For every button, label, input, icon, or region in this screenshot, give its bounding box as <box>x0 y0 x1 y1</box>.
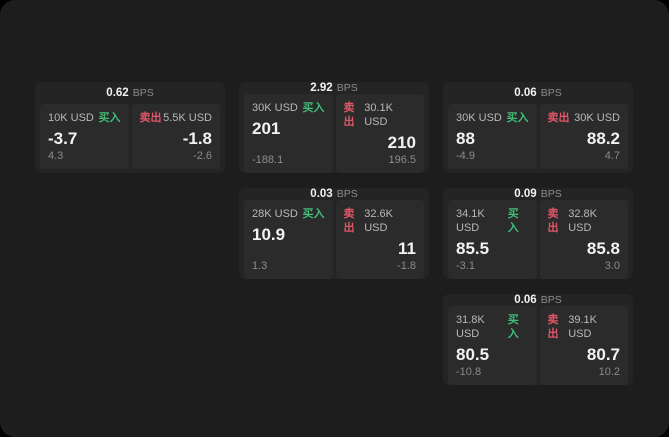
sell-tile[interactable]: 卖出 32.8K USD 85.8 3.0 <box>539 200 628 279</box>
bps-unit-label: BPS <box>540 188 562 200</box>
sell-side-label: 卖出 <box>139 112 162 124</box>
bps-unit-label: BPS <box>336 82 358 94</box>
buy-price: 201 <box>252 119 281 138</box>
buy-change: -188.1 <box>252 154 284 166</box>
buy-price: -3.7 <box>48 129 78 148</box>
bps-unit-label: BPS <box>540 87 562 99</box>
sell-size: 32.8K USD <box>568 208 597 234</box>
buy-price: 85.5 <box>456 239 490 258</box>
buy-side-label: 买入 <box>98 112 121 124</box>
sell-side-label: 卖出 <box>547 112 570 124</box>
buy-change: -10.8 <box>456 366 482 378</box>
buy-price: 80.5 <box>456 345 490 364</box>
sell-change: 4.7 <box>604 150 620 162</box>
sell-price: 85.8 <box>586 239 620 258</box>
spread-card-5: 0.09 BPS 34.1K USD 买入 85.5 -3.1 卖出 32.8K… <box>443 188 633 279</box>
bps-value: 0.06 <box>514 294 537 306</box>
spread-card-1: 0.62 BPS 10K USD 买入 -3.7 4.3 卖出 5.5K USD <box>35 82 225 173</box>
sell-side-label: 卖出 <box>547 208 559 234</box>
buy-size: 34.1K USD <box>456 208 485 234</box>
sell-price: 80.7 <box>586 345 620 364</box>
buy-tile[interactable]: 28K USD 买入 10.9 1.3 <box>244 200 333 279</box>
sell-side-label: 卖出 <box>343 208 355 234</box>
card-header: 0.62 BPS <box>40 82 220 104</box>
buy-price: 10.9 <box>252 225 286 244</box>
sell-size: 5.5K USD <box>163 112 212 124</box>
sell-tile[interactable]: 卖出 39.1K USD 80.7 10.2 <box>539 306 628 385</box>
buy-change: 4.3 <box>48 150 64 162</box>
buy-change: -3.1 <box>456 260 475 272</box>
buy-tile[interactable]: 30K USD 买入 201 -188.1 <box>244 94 333 173</box>
sell-change: 3.0 <box>604 260 620 272</box>
card-header: 0.09 BPS <box>448 188 628 200</box>
buy-size: 30K USD <box>456 112 502 124</box>
buy-tile[interactable]: 34.1K USD 买入 85.5 -3.1 <box>448 200 537 279</box>
buy-side-label: 买入 <box>507 314 519 340</box>
buy-size: 10K USD <box>48 112 94 124</box>
card-header: 0.06 BPS <box>448 294 628 306</box>
sell-side-label: 卖出 <box>547 314 559 340</box>
spread-cards-grid: 0.62 BPS 10K USD 买入 -3.7 4.3 卖出 5.5K USD <box>35 82 633 385</box>
card-header: 2.92 BPS <box>244 82 424 94</box>
buy-tile[interactable]: 30K USD 买入 88 -4.9 <box>448 104 537 169</box>
sell-tile[interactable]: 卖出 5.5K USD -1.8 -2.6 <box>131 104 220 169</box>
bps-value: 0.06 <box>514 87 537 99</box>
buy-tile[interactable]: 31.8K USD 买入 80.5 -10.8 <box>448 306 537 385</box>
buy-side-label: 买入 <box>507 208 519 234</box>
bps-unit-label: BPS <box>132 87 154 99</box>
sell-tile[interactable]: 卖出 30.1K USD 210 196.5 <box>335 94 424 173</box>
buy-side-label: 买入 <box>302 102 325 114</box>
bps-value: 0.09 <box>514 188 537 200</box>
bps-value: 2.92 <box>310 82 333 94</box>
buy-size: 28K USD <box>252 208 298 220</box>
buy-change: 1.3 <box>252 260 268 272</box>
sell-change: -2.6 <box>193 150 212 162</box>
buy-size: 30K USD <box>252 102 298 114</box>
sell-price: 88.2 <box>586 129 620 148</box>
sell-change: 10.2 <box>598 366 620 378</box>
bps-value: 0.03 <box>310 188 333 200</box>
buy-size: 31.8K USD <box>456 314 485 340</box>
sell-price: 11 <box>398 239 416 258</box>
sell-change: 196.5 <box>388 154 416 166</box>
buy-price: 88 <box>456 129 475 148</box>
buy-change: -4.9 <box>456 150 475 162</box>
sell-size: 30K USD <box>574 112 620 124</box>
bps-value: 0.62 <box>106 87 129 99</box>
sell-size: 39.1K USD <box>568 314 597 340</box>
sell-change: -1.8 <box>397 260 416 272</box>
sell-side-label: 卖出 <box>343 102 355 128</box>
sell-tile[interactable]: 卖出 32.6K USD 11 -1.8 <box>335 200 424 279</box>
bps-unit-label: BPS <box>336 188 358 200</box>
buy-tile[interactable]: 10K USD 买入 -3.7 4.3 <box>40 104 129 169</box>
spread-card-3: 0.06 BPS 30K USD 买入 88 -4.9 卖出 30K USD <box>443 82 633 173</box>
card-header: 0.03 BPS <box>244 188 424 200</box>
sell-price: -1.8 <box>182 129 212 148</box>
spread-card-4: 0.03 BPS 28K USD 买入 10.9 1.3 卖出 32.6K US… <box>239 188 429 279</box>
buy-side-label: 买入 <box>506 112 529 124</box>
sell-price: 210 <box>387 133 416 152</box>
spread-card-6: 0.06 BPS 31.8K USD 买入 80.5 -10.8 卖出 39.1… <box>443 294 633 385</box>
sell-tile[interactable]: 卖出 30K USD 88.2 4.7 <box>539 104 628 169</box>
card-header: 0.06 BPS <box>448 82 628 104</box>
spread-card-2: 2.92 BPS 30K USD 买入 201 -188.1 卖出 30.1K … <box>239 82 429 173</box>
bps-unit-label: BPS <box>540 294 562 306</box>
sell-size: 32.6K USD <box>364 208 393 234</box>
buy-side-label: 买入 <box>302 208 325 220</box>
sell-size: 30.1K USD <box>364 102 393 128</box>
